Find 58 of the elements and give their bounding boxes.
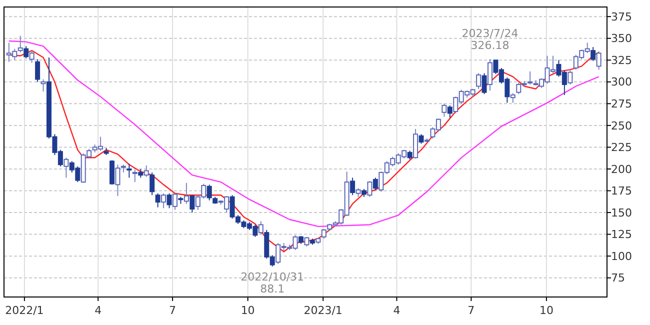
candlestick: [35, 58, 40, 82]
candlestick: [568, 70, 573, 86]
candlestick: [418, 134, 424, 144]
y-tick-label: 350: [611, 32, 632, 46]
y-tick-label: 75: [611, 272, 625, 285]
candlestick: [482, 72, 487, 95]
candlestick: [172, 192, 178, 210]
candlestick: [155, 192, 160, 208]
candlestick: [488, 58, 492, 92]
candlestick: [476, 72, 482, 90]
x-tick-label: 7: [169, 304, 176, 317]
y-tick-label: 325: [611, 54, 632, 67]
x-tick-label: 10: [240, 304, 255, 317]
x-tick-label: 4: [94, 304, 102, 317]
candlestick: [166, 192, 172, 209]
candlestick: [372, 177, 378, 190]
y-tick-label: 225: [611, 141, 632, 154]
x-tick-label: 4: [393, 304, 400, 317]
line-series: [8, 40, 600, 228]
y-tick-label: 275: [611, 98, 632, 111]
candlestick: [447, 104, 452, 118]
candlestick: [132, 169, 138, 183]
y-tick-label: 175: [611, 184, 632, 198]
y-tick-label: 250: [611, 119, 632, 132]
candlestick: [206, 184, 212, 201]
y-tick-label: 300: [611, 76, 632, 89]
candlestick: [442, 103, 447, 118]
candlestick: [258, 220, 264, 235]
candlestick: [161, 192, 166, 209]
candlestick: [64, 157, 69, 178]
candlestick: [367, 180, 372, 198]
candlestick: [304, 236, 310, 247]
y-tick-label: 200: [611, 162, 632, 176]
x-tick-label: 7: [468, 304, 475, 317]
candlestick: [413, 128, 418, 160]
candlestick: [150, 172, 155, 196]
candlestick: [144, 165, 149, 178]
x-tick-label: 2023/1: [304, 304, 342, 317]
candlestick: [184, 182, 189, 204]
candlestick: [190, 194, 195, 214]
candlestick: [126, 163, 132, 178]
candlestick: [590, 46, 596, 62]
annotation: 2023/7/24 326.18: [462, 27, 518, 52]
candlestick: [350, 177, 356, 196]
candlestick: [18, 35, 23, 53]
candlestick: [510, 92, 516, 104]
y-tick-label: 100: [611, 250, 632, 263]
candlestick: [29, 50, 34, 64]
x-tick-label: 2022/1: [5, 304, 44, 317]
candlestick: [40, 78, 46, 92]
y-tick-label: 150: [611, 206, 632, 220]
y-tick-label: 125: [611, 228, 632, 242]
candlestick: [596, 50, 602, 70]
candlestick: [24, 46, 29, 59]
annotation: 2022/10/31 88.1: [240, 270, 304, 296]
y-tick-label: 375: [611, 10, 632, 24]
candlestick: [321, 228, 326, 240]
x-tick-label: 10: [539, 304, 554, 317]
